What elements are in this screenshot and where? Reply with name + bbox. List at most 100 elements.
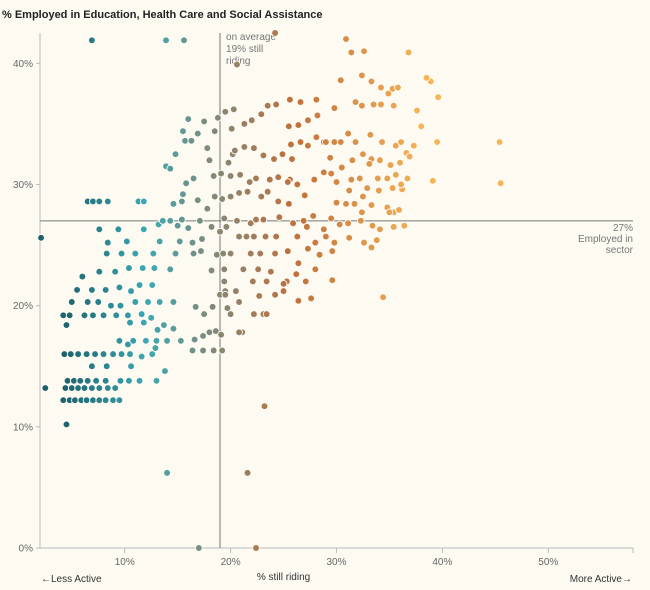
data-point — [95, 396, 104, 405]
data-point — [336, 76, 345, 85]
data-point — [161, 367, 169, 375]
data-point — [112, 311, 121, 320]
data-point — [89, 197, 97, 206]
data-point — [262, 310, 271, 318]
data-point — [271, 290, 279, 299]
data-point — [358, 101, 366, 110]
data-point — [199, 346, 207, 355]
data-point — [99, 311, 108, 320]
data-point — [83, 298, 92, 306]
data-point — [266, 267, 275, 276]
data-point — [270, 155, 278, 163]
data-point — [103, 384, 112, 392]
data-point — [345, 233, 354, 242]
data-point — [95, 384, 104, 392]
data-point — [348, 156, 357, 165]
data-point — [60, 350, 69, 358]
data-point — [139, 318, 148, 327]
data-point — [294, 259, 303, 268]
data-point — [397, 180, 405, 189]
data-point — [137, 352, 146, 361]
data-point — [148, 281, 157, 289]
data-point — [351, 98, 360, 106]
data-point — [271, 249, 279, 258]
data-point — [111, 384, 120, 392]
data-point — [117, 350, 126, 358]
data-point — [150, 264, 159, 272]
data-point — [196, 216, 204, 225]
data-point — [229, 105, 238, 114]
data-point — [135, 281, 144, 289]
data-point — [261, 232, 270, 241]
data-point — [365, 160, 374, 168]
data-point — [304, 116, 312, 125]
data-point — [294, 121, 303, 129]
data-point — [193, 196, 202, 205]
data-point — [62, 321, 71, 329]
data-point — [205, 156, 214, 165]
data-point — [178, 215, 186, 224]
data-point — [250, 232, 258, 241]
data-point — [109, 350, 117, 358]
data-point — [279, 279, 288, 288]
data-point — [377, 83, 385, 92]
data-point — [138, 264, 147, 272]
data-point — [376, 225, 384, 234]
data-point — [289, 219, 297, 228]
data-point — [292, 270, 301, 278]
data-point — [336, 138, 345, 146]
data-point — [131, 298, 140, 306]
data-point — [328, 247, 337, 255]
x-tick-label: 30% — [326, 557, 346, 568]
data-point — [171, 150, 180, 159]
data-point — [296, 138, 305, 146]
data-point — [80, 311, 89, 320]
data-point — [248, 277, 257, 286]
chart-title: % Employed in Education, Health Care and… — [2, 9, 323, 21]
data-point — [397, 138, 405, 146]
data-point — [495, 138, 504, 146]
data-point — [67, 384, 76, 392]
data-point — [377, 100, 385, 109]
data-point — [367, 201, 376, 209]
data-point — [166, 216, 175, 225]
data-point — [37, 233, 45, 242]
data-point — [226, 172, 235, 180]
y-tick-label: 10% — [13, 422, 33, 433]
data-point — [311, 238, 320, 247]
data-point — [126, 318, 134, 327]
data-point — [83, 376, 92, 385]
data-point — [284, 200, 293, 208]
data-point — [304, 141, 312, 150]
data-point — [169, 200, 178, 208]
data-point — [257, 110, 266, 119]
data-point — [152, 376, 161, 385]
data-point — [332, 178, 341, 186]
data-point — [209, 172, 218, 180]
data-point — [207, 223, 216, 231]
data-point — [109, 396, 117, 405]
data-point — [142, 336, 150, 345]
data-point — [223, 304, 232, 312]
y-tick-label: 30% — [13, 180, 33, 191]
data-point — [327, 214, 336, 223]
data-point — [293, 232, 302, 241]
data-point — [187, 136, 196, 145]
data-point — [117, 249, 126, 258]
data-point — [82, 396, 91, 405]
average-employed-label: Employed in — [578, 234, 633, 245]
data-point — [217, 330, 225, 339]
data-point — [342, 200, 350, 208]
data-point — [210, 192, 219, 201]
data-point — [181, 136, 189, 145]
data-point — [322, 138, 330, 146]
data-point — [66, 350, 75, 358]
data-point — [95, 267, 104, 276]
data-point — [131, 249, 140, 258]
data-point — [217, 169, 225, 178]
data-point — [274, 173, 283, 182]
data-point — [178, 197, 186, 206]
y-tick-label: 40% — [13, 59, 33, 70]
data-point — [162, 36, 170, 45]
